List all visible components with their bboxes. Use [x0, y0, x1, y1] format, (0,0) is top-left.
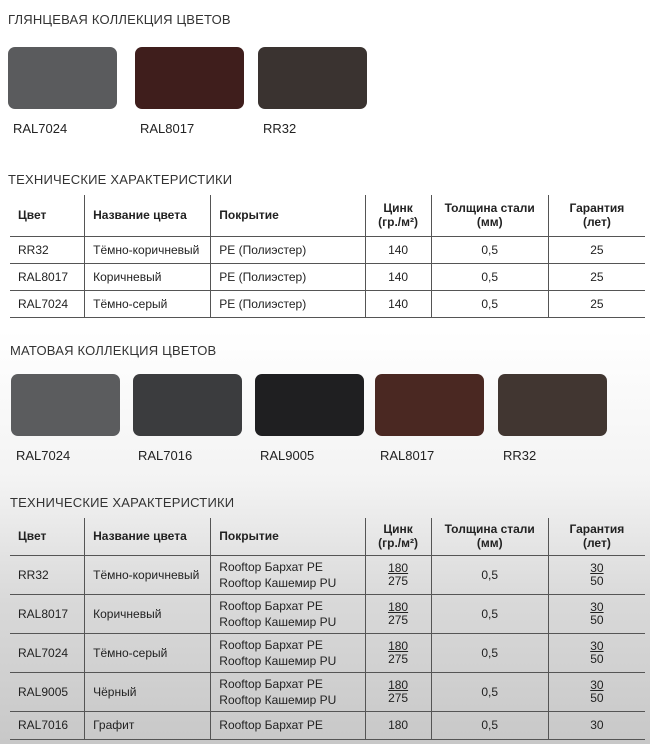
table-row: RAL8017 Коричневый Rooftop Бархат PE Roofto… — [10, 594, 645, 634]
table-cell: 140 — [364, 263, 432, 291]
table-row: RAL7024 Тёмно-серый PE (Полиэстер) 140 0,5 25 — [10, 290, 645, 318]
tech2-table: Цвет Название цвета Покрытие Цинк (гр./м²) Т… — [10, 518, 645, 740]
table-row: RAL7016 Графит Rooftop Бархат PE 180 0,5 30 — [10, 711, 645, 740]
color-name: Коричневый — [84, 594, 211, 634]
table-cell: PE (Полиэстер) — [210, 263, 366, 291]
matte-title: МАТОВАЯ КОЛЛЕКЦИЯ ЦВЕТОВ — [10, 343, 217, 358]
color-code: RAL8017 — [10, 594, 85, 634]
color-code: RR32 — [10, 555, 85, 595]
swatch-label: RR32 — [503, 448, 537, 463]
zinc: 180 — [388, 718, 409, 732]
table-cell: PE (Полиэстер) — [210, 236, 366, 264]
steel-thickness: 0,5 — [430, 711, 549, 740]
tech1-table: Цвет Название цвета Покрытие Цинк (гр./м²) Т… — [10, 195, 645, 318]
zinc: 180 275 — [388, 560, 409, 588]
swatch-label: RAL7024 — [16, 448, 71, 463]
coating: Rooftop Бархат PE Rooftop Кашемир PU — [210, 555, 366, 595]
table-cell: 25 — [547, 263, 645, 291]
steel-thickness: 0,5 — [430, 594, 549, 634]
warranty: 30 50 — [590, 560, 604, 588]
color-code: RAL7016 — [10, 711, 85, 740]
column-header: Цинк (гр./м²) — [364, 195, 432, 237]
column-header: Толщина стали (мм) — [430, 518, 549, 556]
column-header: Название цвета — [84, 518, 211, 556]
table-cell: RAL7024 — [10, 290, 85, 318]
zinc: 180 275 — [388, 638, 409, 666]
zinc: 180 275 — [388, 599, 409, 627]
table-cell: 0,5 — [430, 263, 549, 291]
color-swatch — [11, 374, 120, 436]
column-header: Покрытие — [210, 518, 366, 556]
tech2-title: ТЕХНИЧЕСКИЕ ХАРАКТЕРИСТИКИ — [10, 495, 235, 510]
steel-thickness: 0,5 — [430, 672, 549, 712]
column-header: Гарантия (лет) — [547, 518, 645, 556]
table-row: RAL9005 Чёрный Rooftop Бархат PE Rooftop Ка… — [10, 672, 645, 712]
swatch-label: RAL8017 — [140, 121, 195, 136]
table-cell: RR32 — [10, 236, 85, 264]
color-swatch — [498, 374, 607, 436]
column-header: Гарантия (лет) — [547, 195, 645, 237]
column-header: Покрытие — [210, 195, 366, 237]
steel-thickness: 0,5 — [430, 555, 549, 595]
color-name: Графит — [84, 711, 211, 740]
swatch-label: RR32 — [263, 121, 297, 136]
table-row: RAL7024 Тёмно-серый Rooftop Бархат PE Rooft… — [10, 633, 645, 673]
column-header: Цвет — [10, 518, 85, 556]
color-code: RAL7024 — [10, 633, 85, 673]
color-swatch — [8, 47, 117, 109]
swatch-label: RAL7016 — [138, 448, 193, 463]
color-swatch — [135, 47, 244, 109]
steel-thickness: 0,5 — [430, 633, 549, 673]
warranty: 30 50 — [590, 638, 604, 666]
column-header: Цвет — [10, 195, 85, 237]
table-cell: 0,5 — [430, 236, 549, 264]
warranty: 30 50 — [590, 599, 604, 627]
tech1-title: ТЕХНИЧЕСКИЕ ХАРАКТЕРИСТИКИ — [8, 172, 233, 187]
color-code: RAL9005 — [10, 672, 85, 712]
table-row: RR32 Тёмно-коричневый PE (Полиэстер) 140 0,5… — [10, 236, 645, 264]
table-cell: PE (Полиэстер) — [210, 290, 366, 318]
color-name: Чёрный — [84, 672, 211, 712]
color-swatch — [255, 374, 364, 436]
swatch-label: RAL9005 — [260, 448, 315, 463]
warranty: 30 — [590, 718, 604, 732]
column-header: Цинк (гр./м²) — [364, 518, 432, 556]
table-row: RR32 Тёмно-коричневый Rooftop Бархат PE Roo… — [10, 555, 645, 595]
coating: Rooftop Бархат PE — [210, 711, 366, 740]
swatch-label: RAL7024 — [13, 121, 68, 136]
table-cell: 140 — [364, 236, 432, 264]
color-swatch — [375, 374, 484, 436]
color-name: Тёмно-коричневый — [84, 555, 211, 595]
table-cell: Коричневый — [84, 263, 211, 291]
coating: Rooftop Бархат PE Rooftop Кашемир PU — [210, 633, 366, 673]
coating: Rooftop Бархат PE Rooftop Кашемир PU — [210, 672, 366, 712]
swatch-label: RAL8017 — [380, 448, 435, 463]
table-cell: 25 — [547, 236, 645, 264]
glossy-title: ГЛЯНЦЕВАЯ КОЛЛЕКЦИЯ ЦВЕТОВ — [8, 12, 231, 27]
table-cell: 140 — [364, 290, 432, 318]
warranty: 30 50 — [590, 677, 604, 705]
table-cell: Тёмно-серый — [84, 290, 211, 318]
color-swatch — [133, 374, 242, 436]
color-name: Тёмно-серый — [84, 633, 211, 673]
coating: Rooftop Бархат PE Rooftop Кашемир PU — [210, 594, 366, 634]
table-cell: RAL8017 — [10, 263, 85, 291]
column-header: Название цвета — [84, 195, 211, 237]
table-cell: 0,5 — [430, 290, 549, 318]
zinc: 180 275 — [388, 677, 409, 705]
table-cell: 25 — [547, 290, 645, 318]
table-row: RAL8017 Коричневый PE (Полиэстер) 140 0,5 25 — [10, 263, 645, 291]
color-swatch — [258, 47, 367, 109]
column-header: Толщина стали (мм) — [430, 195, 549, 237]
table-cell: Тёмно-коричневый — [84, 236, 211, 264]
